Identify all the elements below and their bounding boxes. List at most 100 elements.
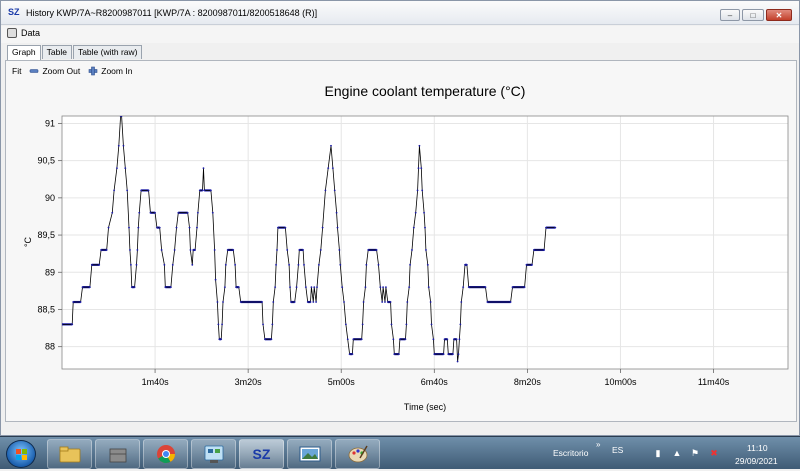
plot-background [62, 116, 788, 369]
network-error-icon[interactable]: ✖ [710, 447, 718, 458]
data-point [446, 338, 449, 341]
data-point [351, 353, 354, 356]
taskbar-explorer-button[interactable] [47, 439, 92, 469]
data-point [460, 301, 463, 303]
data-point [223, 286, 226, 289]
menu-data-label: Data [21, 28, 41, 38]
data-point [286, 249, 289, 251]
data-point [264, 338, 266, 341]
data-point [297, 263, 300, 266]
data-point [135, 263, 138, 266]
data-point [202, 167, 205, 169]
data-point [149, 211, 152, 214]
data-point [164, 286, 167, 289]
data-point [306, 301, 309, 303]
zoom-in-label: Zoom In [101, 66, 133, 76]
x-axis: 1m40s 3m20s 5m00s 6m40s 8m20s 10m00s 11m40s [142, 369, 730, 387]
data-point [113, 189, 116, 192]
title-bar[interactable]: SZ History KWP/7A~R8200987011 [KWP/7A : … [1, 1, 799, 25]
x-tick-label: 11m40s [698, 377, 730, 387]
volume-icon[interactable]: ▲ [672, 448, 682, 458]
data-point [288, 263, 291, 266]
data-point [416, 189, 419, 192]
data-point [418, 144, 421, 147]
data-point [432, 338, 435, 341]
clock-time[interactable]: 11:10 [747, 443, 768, 453]
menu-bar: Data [1, 26, 799, 43]
data-point [163, 263, 166, 266]
data-point [217, 323, 220, 326]
tab-graph-label: Graph [12, 47, 36, 57]
data-point [425, 249, 427, 251]
data-point [270, 338, 273, 341]
tab-table-with-raw[interactable]: Table (with raw) [72, 45, 143, 59]
device-icon[interactable]: ▮ [655, 447, 661, 458]
zoom-out-button[interactable]: Zoom Out [29, 66, 80, 76]
tab-graph[interactable]: Graph [7, 45, 41, 60]
data-point [386, 301, 389, 303]
data-point [188, 226, 191, 229]
desktop-toolbar-label[interactable]: Escritorio [553, 448, 589, 458]
data-point [310, 286, 313, 289]
data-point [312, 301, 315, 303]
tab-table-label: Table [46, 47, 67, 57]
data-point [365, 263, 368, 266]
data-point [276, 249, 278, 251]
tab-table[interactable]: Table [41, 45, 72, 59]
clock-date[interactable]: 29/09/2021 [735, 456, 778, 466]
data-point [154, 211, 156, 214]
data-point [336, 226, 339, 229]
data-point [120, 116, 123, 117]
taskbar-image-viewer-button[interactable] [287, 439, 332, 469]
data-point [116, 167, 118, 169]
data-point [429, 301, 432, 303]
taskbar-paint-button[interactable] [335, 439, 380, 469]
data-point [458, 338, 461, 341]
data-point [272, 301, 275, 303]
taskbar-control-panel-button[interactable] [191, 439, 236, 469]
data-point [411, 249, 413, 251]
taskbar: SZ Escritorio » ES ▮ ▲ ⚑ ✖ 11:10 29/09/2… [0, 436, 800, 469]
data-point [201, 189, 204, 192]
data-point [173, 249, 176, 251]
fit-button[interactable]: Fit [12, 66, 21, 76]
data-point [213, 249, 216, 251]
sz-app-icon: SZ [252, 446, 271, 462]
menu-item-data[interactable]: Data [7, 28, 40, 38]
zoom-in-button[interactable]: Zoom In [88, 66, 132, 76]
data-point [330, 144, 332, 147]
data-point [423, 211, 425, 214]
data-point [405, 323, 408, 326]
maximize-button[interactable]: □ [742, 9, 764, 21]
data-point [375, 249, 378, 251]
data-point [100, 249, 102, 251]
start-button[interactable] [6, 440, 36, 468]
series-coolant [62, 116, 557, 363]
data-point [198, 189, 201, 192]
data-point [98, 263, 101, 266]
flag-icon[interactable]: ⚑ [690, 447, 700, 458]
taskbar-chrome-button[interactable] [143, 439, 188, 469]
x-tick-label: 3m20s [235, 377, 263, 387]
data-point [424, 226, 426, 229]
show-more-chevron-icon[interactable]: » [596, 440, 601, 449]
taskbar-sz-button[interactable]: SZ [239, 439, 284, 469]
data-point [137, 226, 140, 229]
data-point [509, 301, 512, 303]
data-point [338, 249, 341, 251]
data-point [71, 323, 74, 326]
data-point [234, 263, 237, 266]
data-point [408, 286, 411, 289]
maximize-icon: □ [750, 10, 756, 20]
taskbar-box-button[interactable] [95, 439, 140, 469]
coolant-chart[interactable]: Engine coolant temperature (°C) 88 88,5 89… [6, 61, 796, 421]
language-indicator[interactable]: ES [612, 445, 624, 455]
close-button[interactable]: ✕ [766, 9, 792, 21]
data-point [393, 353, 396, 356]
data-point [105, 249, 108, 251]
data-point [303, 263, 305, 266]
data-point [177, 211, 180, 214]
cardboard-box-icon [109, 448, 126, 463]
minimize-button[interactable]: – [720, 9, 740, 21]
data-point [385, 286, 387, 289]
